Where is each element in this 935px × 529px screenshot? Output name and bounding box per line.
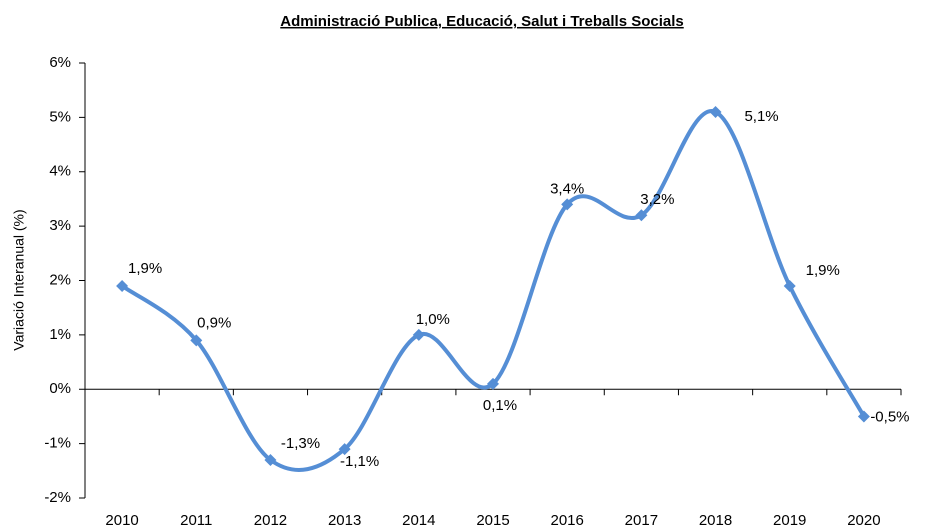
data-point	[190, 334, 203, 347]
y-axis-label: Variació Interanual (%)	[11, 209, 27, 350]
data-point	[561, 198, 574, 211]
data-label: 5,1%	[744, 108, 778, 125]
data-label: 1,0%	[416, 311, 450, 328]
data-label: -1,3%	[281, 435, 320, 452]
data-label: -0,5%	[870, 408, 909, 425]
x-tick-label: 2016	[550, 512, 583, 529]
data-point	[857, 410, 870, 423]
x-tick-label: 2010	[105, 512, 138, 529]
x-tick-label: 2011	[180, 512, 212, 529]
y-tick-label: 0%	[49, 380, 71, 397]
x-tick-label: 2019	[773, 512, 806, 529]
x-tick-label: 2012	[254, 512, 287, 529]
x-tick-label: 2013	[328, 512, 361, 529]
data-point	[264, 453, 277, 466]
y-tick-label: 3%	[49, 217, 71, 234]
x-tick-label: 2020	[847, 512, 880, 529]
y-tick-label: -2%	[44, 489, 71, 506]
chart-title: Administració Publica, Educació, Salut i…	[280, 13, 683, 30]
x-tick-label: 2018	[699, 512, 732, 529]
data-label: 3,4%	[550, 180, 584, 197]
data-point	[709, 105, 722, 118]
data-point	[635, 209, 648, 222]
data-label: 1,9%	[806, 262, 840, 279]
y-tick-label: 6%	[49, 54, 71, 71]
x-tick-label: 2017	[625, 512, 658, 529]
data-label: 0,9%	[197, 314, 231, 331]
data-point	[116, 279, 129, 292]
data-point	[412, 328, 425, 341]
data-label: 1,9%	[128, 260, 162, 277]
data-point	[487, 377, 499, 390]
y-tick-label: 5%	[49, 108, 71, 125]
y-tick-label: 2%	[49, 271, 71, 288]
data-point	[338, 443, 351, 456]
data-label: 0,1%	[483, 397, 517, 414]
x-tick-label: 2015	[476, 512, 509, 529]
y-tick-label: -1%	[44, 435, 71, 452]
y-tick-label: 1%	[49, 326, 71, 343]
data-point	[783, 279, 796, 292]
y-tick-label: 4%	[49, 163, 71, 180]
x-tick-label: 2014	[402, 512, 435, 529]
data-label: 3,2%	[640, 191, 674, 208]
data-label: -1,1%	[340, 453, 379, 470]
data-line	[120, 109, 866, 472]
